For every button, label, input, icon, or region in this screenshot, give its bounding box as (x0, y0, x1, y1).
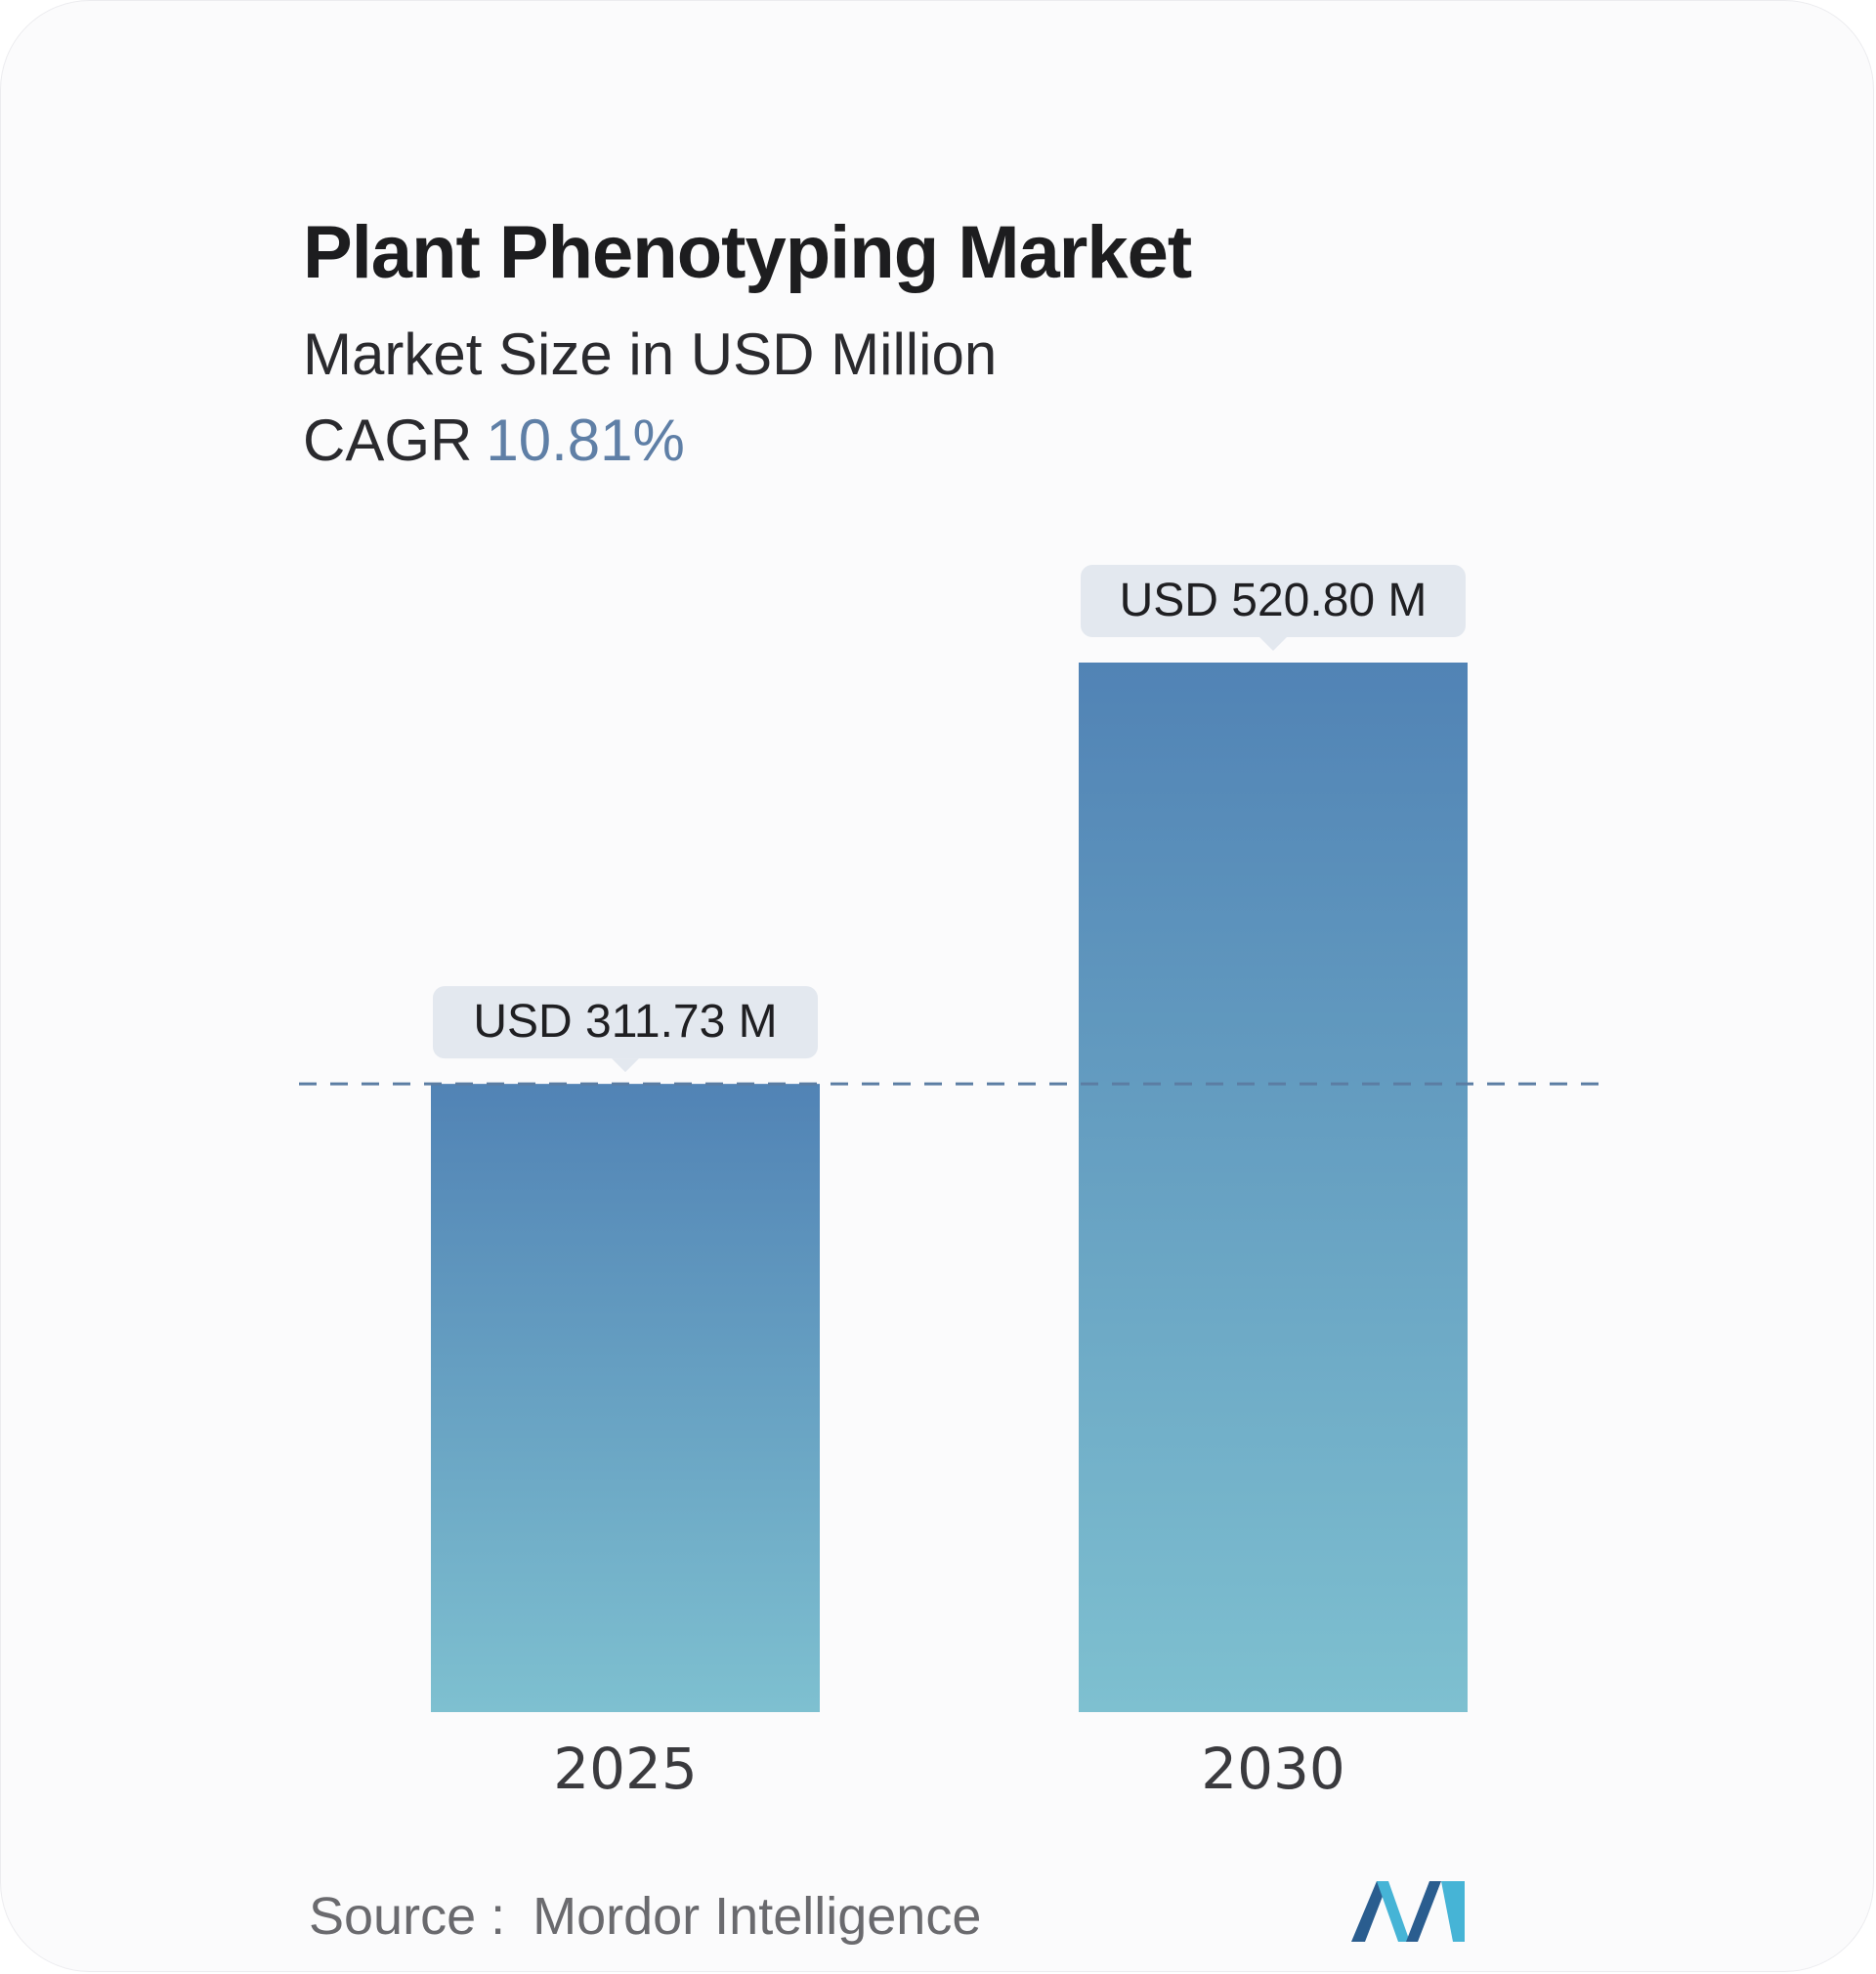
source-note: Source : Mordor Intelligence (309, 1886, 981, 1947)
cagr-label: CAGR (303, 408, 473, 473)
value-label-pointer (612, 1058, 639, 1073)
chart-title: Plant Phenotyping Market (303, 211, 1192, 294)
source-label: Source : (309, 1887, 506, 1946)
value-label-pointer (1259, 637, 1287, 651)
mordor-intelligence-logo-icon (1351, 1881, 1465, 1942)
bar-2030 (1079, 663, 1468, 1712)
cagr-value: 10.81% (486, 408, 685, 473)
value-label-box (1081, 565, 1466, 637)
value-label-2025: USD 311.73 M (433, 986, 818, 1073)
chart-subtitle: Market Size in USD Million (303, 322, 998, 387)
x-tick-label-2025: 2025 (553, 1736, 698, 1802)
cagr-line: CAGR 10.81% (303, 407, 685, 474)
bar-2025 (431, 1084, 820, 1712)
value-label-text: USD 311.73 M (473, 996, 777, 1048)
x-tick-label-2030: 2030 (1201, 1736, 1345, 1802)
source-value: Mordor Intelligence (533, 1887, 982, 1946)
value-label-2030: USD 520.80 M (1081, 565, 1466, 651)
value-label-box (433, 986, 818, 1059)
value-label-text: USD 520.80 M (1120, 575, 1428, 626)
